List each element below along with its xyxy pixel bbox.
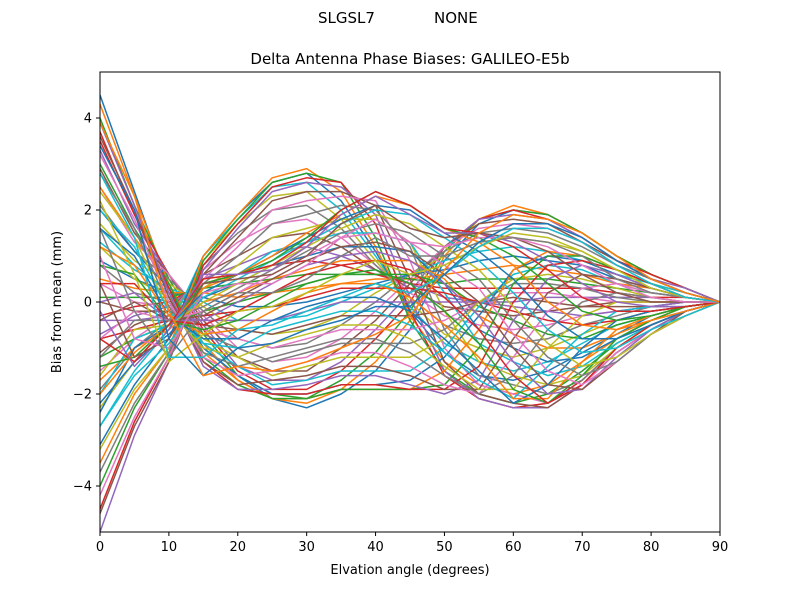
- x-tick-label: 40: [367, 540, 384, 555]
- y-tick-label: 2: [84, 204, 92, 219]
- series-line: [100, 172, 720, 358]
- y-tick-label: −4: [73, 480, 92, 495]
- x-tick-label: 70: [574, 540, 591, 555]
- y-axis-label: Bias from mean (mm): [50, 231, 65, 373]
- series-line: [100, 223, 720, 377]
- x-tick-label: 80: [643, 540, 660, 555]
- series-line: [100, 190, 720, 363]
- series-line: [100, 103, 720, 404]
- series-line: [100, 122, 720, 377]
- y-tick-label: −2: [73, 388, 92, 403]
- tick-layer: 0 10 20 30 40 50 60 70 80 90 −4 −2 0 2 4: [73, 112, 728, 556]
- series-line: [100, 122, 720, 395]
- y-tick-label: 0: [84, 296, 92, 311]
- series-line: [100, 213, 720, 377]
- series-line: [100, 200, 720, 363]
- x-tick-label: 50: [436, 540, 453, 555]
- suptitle-station: SLGSL7: [318, 9, 375, 27]
- x-tick-label: 0: [96, 540, 104, 555]
- series-line: [100, 218, 720, 349]
- x-axis-label: Elvation angle (degrees): [330, 563, 489, 578]
- chart-title: Delta Antenna Phase Biases: GALILEO-E5b: [250, 50, 569, 68]
- series-layer: [100, 94, 720, 532]
- x-tick-label: 30: [298, 540, 315, 555]
- suptitle-radome: NONE: [434, 9, 478, 27]
- series-line: [100, 204, 720, 358]
- x-tick-label: 90: [712, 540, 729, 555]
- y-tick-label: 4: [84, 112, 92, 127]
- x-tick-label: 60: [505, 540, 522, 555]
- plot-frame: [99, 71, 721, 533]
- series-line: [100, 228, 720, 358]
- x-tick-label: 10: [161, 540, 178, 555]
- series-line: [100, 195, 720, 368]
- x-tick-label: 20: [230, 540, 247, 555]
